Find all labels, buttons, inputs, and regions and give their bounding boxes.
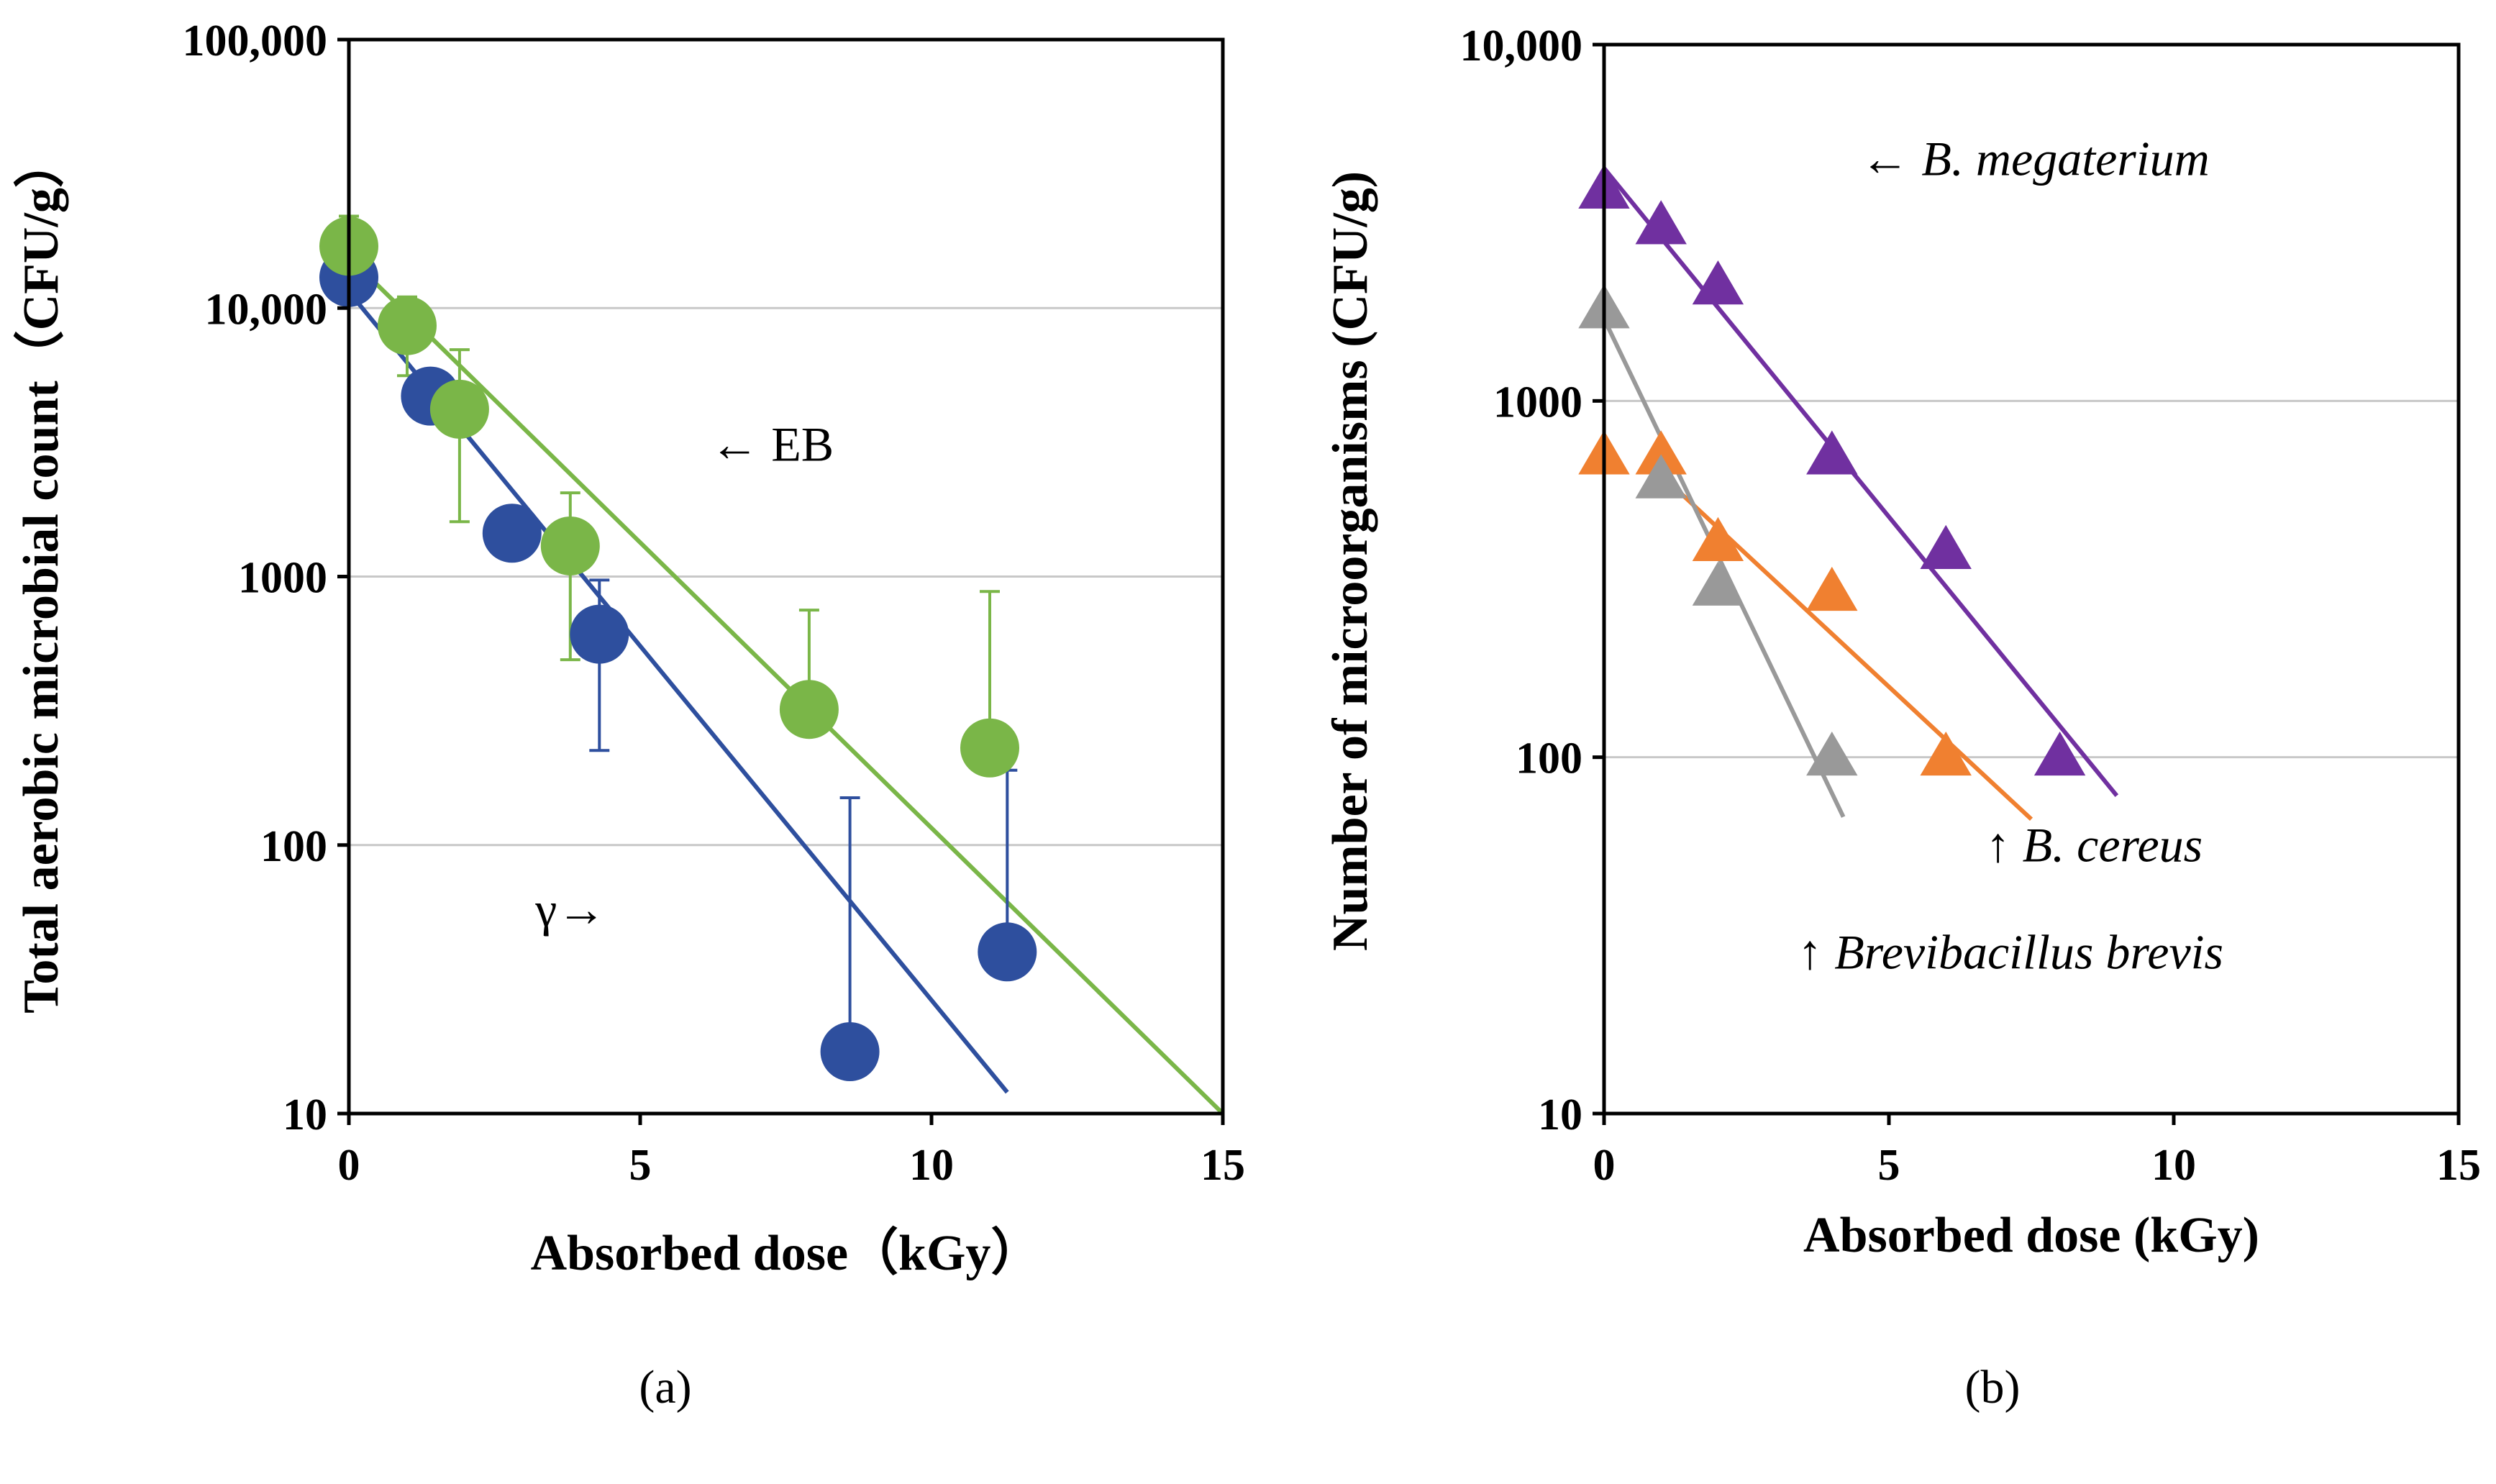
annotation-species: B. megaterium — [1921, 132, 2209, 186]
y-axis-label: Number of microorganisms (CFU/g) — [1323, 171, 1378, 951]
annotation: ← B. megaterium — [1860, 132, 2209, 186]
annotation-text: ← EB — [710, 416, 834, 471]
data-point — [2033, 731, 2086, 776]
x-tick-label: 5 — [629, 1141, 652, 1190]
annotation: ↑ Brevibacillus brevis — [1798, 925, 2223, 980]
y-tick-label: 100 — [260, 822, 327, 871]
data-point — [1920, 524, 1972, 569]
data-point — [1806, 731, 1858, 776]
x-axis-label: Absorbed dose（kGy） — [531, 1225, 1042, 1281]
data-point — [779, 680, 839, 739]
annotation-species: B. cereus — [2023, 818, 2203, 873]
annotation: ↑ B. cereus — [1986, 818, 2203, 873]
x-tick-label: 0 — [338, 1141, 360, 1190]
trend-line — [1602, 317, 1846, 818]
data-point — [960, 718, 1019, 778]
panel-label: (a) — [639, 1361, 691, 1414]
data-point — [1920, 731, 1972, 776]
data-point — [482, 504, 542, 563]
y-tick-label: 1000 — [238, 554, 327, 603]
data-point — [1635, 430, 1687, 475]
y-tick-label: 100 — [1516, 734, 1582, 783]
y-tick-label: 10,000 — [205, 285, 328, 334]
data-point — [540, 516, 600, 575]
x-tick-label: 15 — [1201, 1141, 1245, 1190]
panel-label: (b) — [1965, 1361, 2021, 1414]
chart-panel-a: 10 100 1000 10,000 100,000 0 5 10 15 Absorbed dos… — [13, 17, 1245, 1414]
data-point — [1692, 260, 1744, 305]
annotation-text: γ→ — [534, 882, 606, 937]
annotation: γ→ — [534, 882, 606, 937]
data-point — [429, 379, 489, 439]
data-point — [570, 604, 629, 664]
data-point — [1635, 200, 1687, 245]
annotation-text: ↑ — [1986, 818, 2023, 873]
trend-line — [1602, 166, 2119, 798]
data-point — [978, 922, 1037, 982]
data-point — [378, 296, 437, 355]
y-tick-label: 1000 — [1493, 378, 1582, 427]
y-tick-label: 10,000 — [1460, 22, 1583, 70]
data-point — [820, 1021, 880, 1081]
y-tick-label: 100,000 — [183, 17, 328, 65]
data-point — [1692, 516, 1744, 561]
annotation: ← EB — [710, 416, 834, 471]
x-axis-label: Absorbed dose (kGy) — [1803, 1208, 2259, 1263]
x-tick-label: 0 — [1593, 1141, 1616, 1190]
x-tick-label: 15 — [2436, 1141, 2481, 1190]
plot-area — [1602, 42, 2461, 1116]
data-point — [1806, 430, 1858, 475]
x-tick-label: 5 — [1878, 1141, 1900, 1190]
annotation-text: ↑ — [1798, 925, 1834, 980]
data-point — [1806, 566, 1858, 611]
annotation-species: Brevibacillus brevis — [1834, 925, 2223, 980]
y-tick-label: 10 — [1538, 1091, 1582, 1139]
data-point — [1692, 561, 1744, 606]
y-tick-label: 10 — [283, 1091, 327, 1139]
chart-panel-b: 10 100 1000 10,000 0 5 10 15 Absorbed dose (kGy)… — [1323, 22, 2481, 1414]
x-tick-label: 10 — [909, 1141, 954, 1190]
x-tick-label: 10 — [2151, 1141, 2196, 1190]
y-axis-label: Total aerobic microbial count（CFU/g） — [13, 137, 69, 1014]
data-point — [1635, 454, 1687, 499]
trend-line — [347, 255, 1225, 1116]
annotation-text: ← — [1860, 132, 1921, 186]
